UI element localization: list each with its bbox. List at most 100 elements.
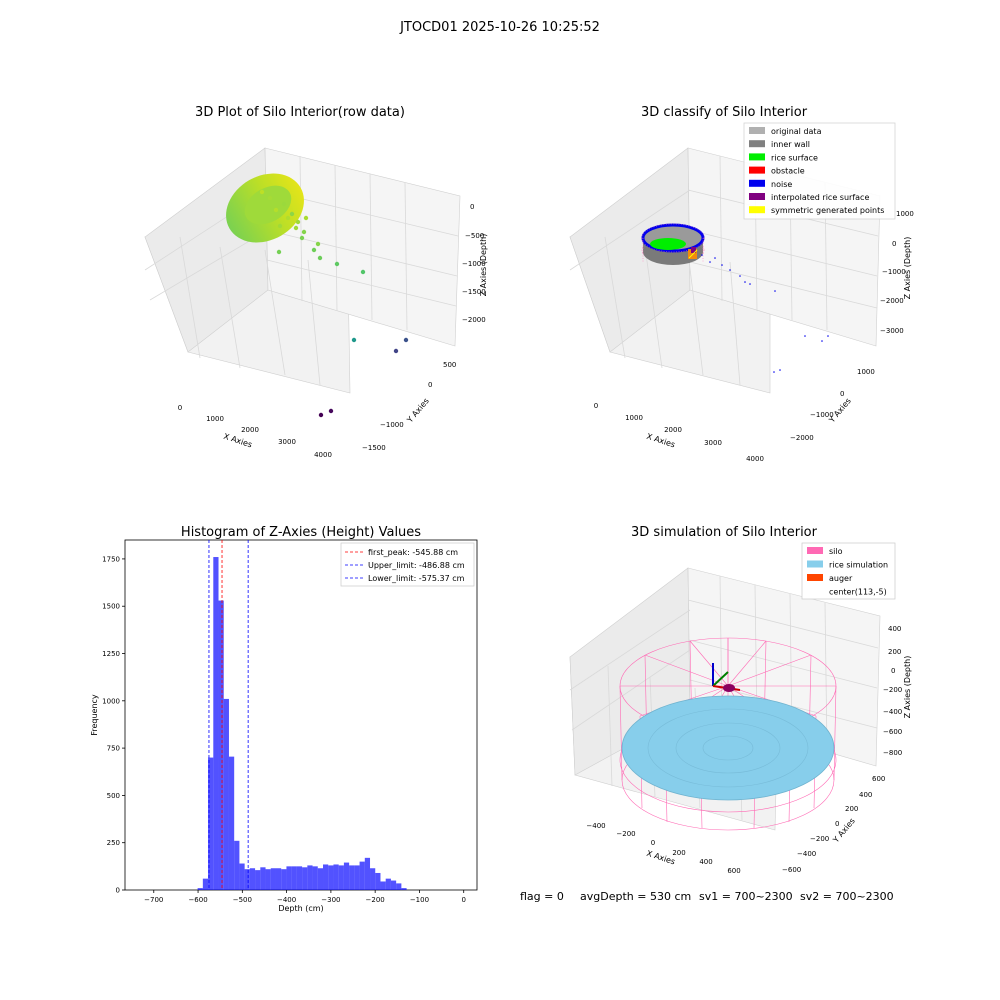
simulation-ztick: −600 xyxy=(883,728,902,736)
classify-zlabel: Z Axies (Depth) xyxy=(903,237,912,300)
raw-z-ticks: 0 −500 −1000 −1500 −2000 xyxy=(462,203,486,324)
classify-legend-label: inner wall xyxy=(771,140,810,149)
histogram-bar xyxy=(244,869,250,890)
histogram-xtick-label: −300 xyxy=(321,896,340,904)
simulation-legend-swatch xyxy=(807,547,823,554)
histogram-ytick-label: 0 xyxy=(116,887,120,895)
simulation-ytick: −200 xyxy=(810,835,829,843)
histogram-xtick-label: 0 xyxy=(461,896,465,904)
raw-panel: 3D Plot of Silo Interior(row data) xyxy=(144,105,488,459)
histogram-bar xyxy=(270,868,276,890)
status-footer: flag = 0 avgDepth = 530 cm sv1 = 700~230… xyxy=(520,890,894,903)
histogram-bar xyxy=(359,861,365,890)
simulation-legend-label: auger xyxy=(829,574,853,583)
classify-ztick: −2000 xyxy=(880,297,904,305)
histogram-reference-lines xyxy=(208,540,249,890)
raw-xtick: 1000 xyxy=(206,415,224,423)
classify-legend-label: original data xyxy=(771,127,822,136)
raw-ytick: 0 xyxy=(428,381,432,389)
histogram-bar xyxy=(223,698,229,890)
histogram-legend-label: Upper_limit: -486.88 cm xyxy=(368,561,465,570)
histogram-legend-label: Lower_limit: -575.37 cm xyxy=(368,574,465,583)
simulation-legend: silo rice simulation auger center(113,-5) xyxy=(801,542,896,600)
raw-xtick: 3000 xyxy=(278,438,296,446)
raw-zlabel: Z Axies (Depth) xyxy=(479,234,488,297)
histogram-bars xyxy=(197,557,407,890)
classify-ztick: 0 xyxy=(892,240,896,248)
histogram-bar xyxy=(228,756,235,890)
classify-legend-swatch xyxy=(749,179,765,187)
sv1-text: sv1 = 700~2300 xyxy=(699,890,793,903)
histogram-ytick-label: 1000 xyxy=(102,697,120,705)
raw-y-ticks: 500 0 −1000 −1500 xyxy=(362,361,456,452)
histogram-bar xyxy=(343,862,350,890)
classify-legend-label: obstacle xyxy=(771,167,805,176)
classify-legend-swatch xyxy=(749,127,765,134)
simulation-legend-swatch xyxy=(807,560,823,568)
histogram-bar xyxy=(375,872,381,890)
histogram-xtick-label: −100 xyxy=(410,896,429,904)
simulation-legend-label: center(113,-5) xyxy=(829,588,887,597)
histogram-bar xyxy=(197,888,203,890)
histogram-bar xyxy=(385,878,391,890)
classify-ztick: −1000 xyxy=(882,268,906,276)
histogram-bar xyxy=(265,869,271,890)
raw-ytick: −1000 xyxy=(380,421,404,429)
classify-xtick: 4000 xyxy=(746,455,764,463)
histogram-bar xyxy=(296,866,303,890)
histogram-bar xyxy=(260,867,266,890)
histogram-ytick-label: 250 xyxy=(107,839,120,847)
histogram-ytick-label: 750 xyxy=(107,745,120,753)
classify-xtick: 0 xyxy=(594,402,598,410)
classify-ytick: −2000 xyxy=(790,434,814,442)
histogram-bar xyxy=(307,865,313,890)
classify-ztick: −3000 xyxy=(880,327,904,335)
histogram-ytick-label: 1750 xyxy=(102,555,120,563)
raw-ztick: −2000 xyxy=(462,316,486,324)
figure-suptitle: JTOCD01 2025-10-26 10:25:52 xyxy=(399,20,600,35)
histogram-bar xyxy=(275,868,282,890)
histogram-x-ticks: −700 −600 −500 −400 −300 −200 −100 0 xyxy=(144,890,466,904)
simulation-ytick: −600 xyxy=(782,866,801,874)
classify-x-ticks: 0 1000 2000 3000 4000 xyxy=(594,402,764,463)
simulation-panel: 3D simulation of Silo Interior xyxy=(569,525,912,875)
histogram-bar xyxy=(349,865,355,890)
histogram-bar xyxy=(218,600,224,890)
histogram-bar xyxy=(213,557,219,890)
simulation-ytick: 200 xyxy=(845,805,858,813)
classify-xtick: 1000 xyxy=(625,414,643,422)
raw-point-cloud xyxy=(226,173,409,418)
simulation-xtick: 400 xyxy=(699,858,712,866)
classify-legend-swatch xyxy=(749,166,765,174)
simulation-auger xyxy=(712,663,741,692)
raw-xtick: 2000 xyxy=(241,426,259,434)
raw-xtick: 4000 xyxy=(314,451,332,459)
classify-legend-label: noise xyxy=(771,180,792,189)
classify-ytick: 0 xyxy=(840,390,844,398)
histogram-bar xyxy=(390,880,397,890)
classify-xlabel: X Axies xyxy=(645,432,676,450)
raw-ztick: −1500 xyxy=(462,288,486,296)
classify-legend-label: symmetric generated points xyxy=(771,206,884,215)
classify-ztick: 1000 xyxy=(896,210,914,218)
histogram-bar xyxy=(338,865,344,890)
simulation-xtick: 600 xyxy=(727,867,740,875)
histogram-ytick-label: 500 xyxy=(107,792,120,800)
histogram-y-ticks: 0 250 500 750 1000 1250 1500 1750 xyxy=(102,555,125,895)
histogram-ylabel: Frequency xyxy=(90,694,99,736)
classify-point-cloud xyxy=(641,223,829,373)
classify-legend-label: rice surface xyxy=(771,153,818,162)
histogram-bar xyxy=(370,868,376,890)
raw-ztick: −1000 xyxy=(462,260,486,268)
histogram-bar xyxy=(202,878,209,890)
histogram-xtick-label: −500 xyxy=(233,896,252,904)
histogram-ytick-label: 1500 xyxy=(102,603,120,611)
histogram-bar xyxy=(234,840,240,890)
raw-3d-axes-box xyxy=(144,147,461,394)
raw-ztick: 0 xyxy=(470,203,474,211)
classify-ytick: 1000 xyxy=(857,368,875,376)
histogram-legend-label: first_peak: -545.88 cm xyxy=(368,548,458,557)
flag-text: flag = 0 xyxy=(520,890,564,903)
simulation-ytick: 0 xyxy=(835,820,839,828)
